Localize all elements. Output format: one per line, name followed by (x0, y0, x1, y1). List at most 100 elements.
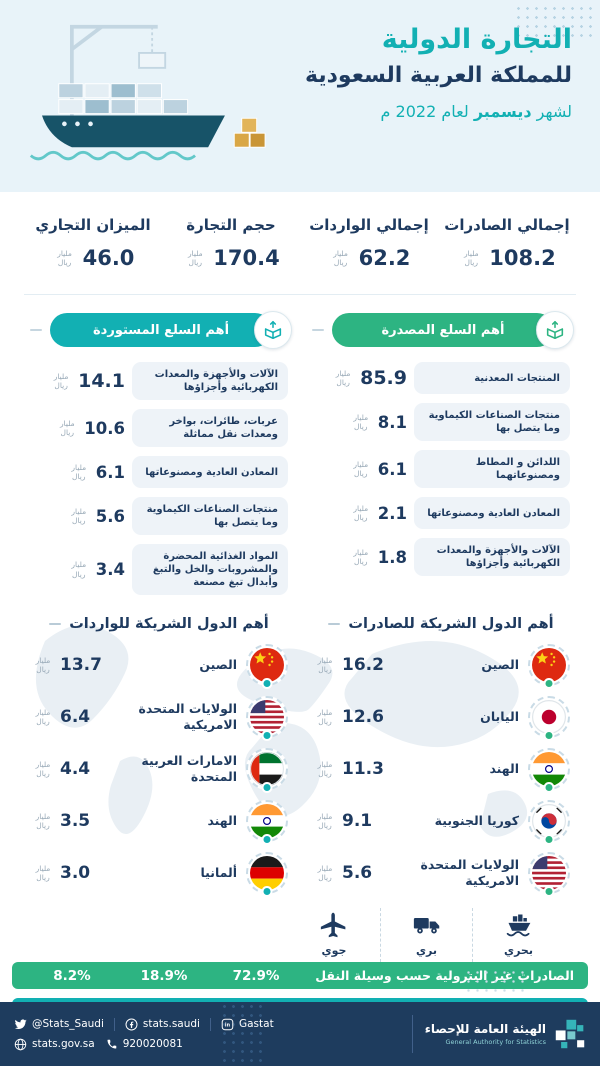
import-partner-row: ألمانيا 3.0 مليار ريال (30, 850, 288, 897)
mode-label: بري (415, 944, 438, 957)
stat-value: 170.4 (213, 246, 280, 270)
stat-label: حجم التجارة (186, 216, 276, 234)
value-number: 6.4 (60, 707, 91, 727)
imported-goods-header: أهم السلع المستوردة (30, 311, 292, 349)
good-number: 6.1 (95, 462, 125, 482)
decor-dash (328, 623, 341, 625)
import-marker-dot (261, 730, 273, 741)
export-marker-dot (543, 782, 555, 793)
import-partners-column: أهم الدول الشريكة للواردات الصين 13.7 ملي… (30, 616, 288, 902)
exports-air-percent: 8.2% (53, 967, 91, 984)
country-value: 13.7 مليار ريال (30, 655, 102, 675)
good-number: 8.1 (377, 412, 407, 432)
japan-flag-icon (528, 696, 570, 741)
facebook-link[interactable]: stats.saudi (125, 1018, 200, 1031)
decor-dots (220, 1002, 266, 1066)
export-partners-title: أهم الدول الشريكة للصادرات (348, 616, 554, 632)
mode-label: جوي (321, 944, 347, 957)
website-link[interactable]: stats.gov.sa (14, 1038, 95, 1051)
value-number: 11.3 (342, 759, 384, 779)
linkedin-icon: in (221, 1018, 234, 1030)
imported-good-row: المعادن العادية ومصنوعاتها 6.1 مليار ريال (30, 456, 288, 488)
import-marker-dot (261, 782, 273, 793)
good-unit: مليار ريال (71, 560, 87, 579)
stat-unit: مليار ريال (57, 248, 72, 267)
stat-label: الميزان التجاري (35, 216, 151, 234)
gastat-logo: الهيئة العامة للإحصاء General Authority … (425, 1018, 586, 1050)
export-marker-dot (543, 834, 555, 845)
footer-divider (411, 1015, 413, 1053)
stat-label: إجمالي الواردات (309, 216, 429, 234)
value-unit: مليار ريال (317, 759, 333, 778)
mode-label: بحري (504, 944, 533, 957)
value-number: 4.4 (60, 759, 91, 779)
value-unit: مليار ريال (35, 707, 51, 726)
import-marker-dot (261, 678, 273, 689)
good-value: 10.6 مليار ريال (54, 419, 125, 438)
good-number: 6.1 (377, 459, 407, 479)
good-unit: مليار ريال (353, 412, 369, 431)
good-value: 1.8 مليار ريال (348, 548, 407, 567)
import-partner-row: الولايات المتحدة الامريكية 6.4 مليار ريال (30, 694, 288, 741)
stat-unit: مليار ريال (463, 248, 479, 267)
country-value: 9.1 مليار ريال (312, 811, 372, 831)
title-sub: للمملكة العربية السعودية (305, 63, 572, 88)
phone-link[interactable]: 920020081 (105, 1038, 183, 1051)
decor-dash (312, 329, 324, 331)
exported-good-row: اللدائن و المطاط ومصنوعاتهما 6.1 مليار ري… (312, 450, 570, 488)
value-number: 9.1 (342, 811, 373, 831)
good-label: اللدائن و المطاط ومصنوعاتهما (414, 450, 570, 488)
stat-unit: مليار ريال (333, 248, 348, 267)
good-number: 10.6 (84, 418, 125, 438)
value-unit: مليار ريال (35, 811, 51, 830)
export-partner-row: الصين 16.2 مليار ريال (312, 642, 570, 689)
value-number: 12.6 (342, 707, 384, 727)
twitter-icon (14, 1018, 27, 1029)
ship-icon (506, 914, 530, 937)
export-partner-row: الولايات المتحدة الامريكية 5.6 مليار ريال (312, 850, 570, 897)
country-name: اليابان (480, 708, 519, 724)
cargo-ship-illustration (14, 10, 266, 182)
good-unit: مليار ريال (335, 368, 351, 387)
stat-trade-balance: الميزان التجاري 46.0 مليار ريال (24, 208, 162, 286)
good-label: المعادن العادية ومصنوعاتها (414, 497, 570, 529)
exported-good-row: المعادن العادية ومصنوعاتها 2.1 مليار ريال (312, 497, 570, 529)
india-flag-icon (528, 748, 570, 793)
good-unit: مليار ريال (53, 371, 69, 390)
linkedin-link[interactable]: in Gastat (221, 1018, 274, 1031)
value-unit: مليار ريال (317, 863, 333, 882)
value-unit: مليار ريال (35, 863, 51, 882)
good-unit: مليار ريال (353, 459, 369, 478)
china-flag-icon (528, 644, 570, 689)
good-label: منتجات الصناعات الكيماوية وما يتصل بها (132, 497, 288, 535)
country-name: الهند (489, 760, 519, 776)
stat-trade-volume: حجم التجارة 170.4 مليار ريال (162, 208, 300, 286)
country-name: الصين (199, 656, 237, 672)
phone-icon (107, 1039, 116, 1048)
exported-goods-title: أهم السلع المصدرة (332, 313, 554, 347)
gastat-logo-mark-icon (555, 1019, 585, 1049)
linkedin-handle: Gastat (238, 1018, 274, 1030)
org-name-arabic: الهيئة العامة للإحصاء (424, 1022, 546, 1036)
truck-icon (413, 918, 439, 934)
export-partner-row: كوريا الجنوبية 9.1 مليار ريال (312, 798, 570, 845)
good-label: منتجات الصناعات الكيماوية وما يتصل بها (414, 403, 570, 441)
country-name: كوريا الجنوبية (434, 812, 519, 828)
period-month: ديسمبر (473, 102, 532, 121)
imported-good-row: الآلات والأجهزة والمعدات الكهربائية وأجز… (30, 362, 288, 400)
country-value: 16.2 مليار ريال (312, 655, 384, 675)
good-value: 2.1 مليار ريال (348, 504, 407, 523)
exports-bar-label: الصادرات غير البترولية حسب وسيلة النقل (315, 968, 574, 983)
good-unit: مليار ريال (71, 462, 87, 481)
twitter-link[interactable]: @Stats_Saudi (14, 1018, 104, 1031)
import-partner-row: الامارات العربية المتحدة 4.4 مليار ريال (30, 746, 288, 793)
period-prefix: لشهر (536, 102, 572, 121)
mode-land: بري (380, 908, 472, 962)
transport-modes-row: جوي بري بحري (288, 908, 588, 962)
import-partner-row: الهند 3.5 مليار ريال (30, 798, 288, 845)
value-number: 16.2 (342, 655, 384, 675)
title-main: التجارة الدولية (381, 24, 572, 55)
country-name: الامارات العربية المتحدة (141, 752, 237, 784)
footer-contacts: @Stats_Saudi stats.saudi in Gastat stats… (14, 1017, 400, 1051)
header: التجارة الدولية للمملكة العربية السعودية… (0, 0, 600, 192)
